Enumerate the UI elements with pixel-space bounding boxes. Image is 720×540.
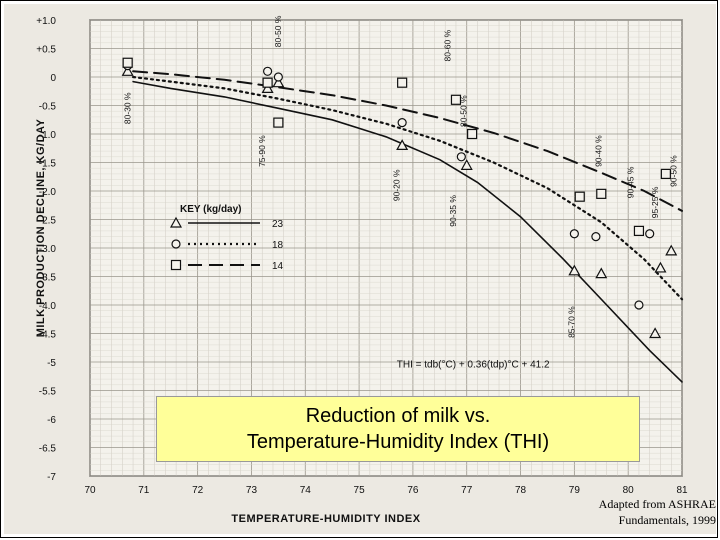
data-point-23 — [396, 139, 409, 150]
humidity-annotation: 90-45 % — [626, 166, 636, 198]
humidity-annotation: 95-25 % — [650, 186, 660, 218]
y-tick-label: -1.0 — [39, 130, 57, 141]
data-point-18 — [634, 300, 644, 310]
humidity-annotation: 90-50 % — [669, 155, 679, 187]
source-line-2: Fundamentals, 1999 — [618, 513, 716, 527]
humidity-annotation: 90-20 % — [392, 169, 402, 201]
y-tick-label: -4.0 — [39, 301, 57, 312]
data-point-14 — [262, 77, 273, 88]
series-line-23 — [132, 80, 683, 383]
data-point-23 — [460, 159, 473, 170]
data-point-23 — [121, 65, 134, 76]
legend-marker-14 — [170, 259, 182, 271]
thi-formula: THI = tdb(°C) + 0.36(tdp)°C + 41.2 — [397, 360, 550, 371]
legend-label: 18 — [272, 240, 284, 251]
caption-line-2: Temperature-Humidity Index (THI) — [246, 431, 550, 453]
x-tick-label: 73 — [246, 485, 258, 496]
y-tick-label: -0.5 — [39, 102, 57, 113]
data-point-14 — [467, 128, 478, 140]
data-point-18 — [645, 229, 655, 239]
caption-line-1: Reduction of milk vs. — [305, 405, 491, 427]
series-line-18 — [132, 75, 684, 301]
humidity-annotation: 80-60 % — [443, 29, 453, 61]
source-line-1: Adapted from ASHRAE — [598, 497, 716, 511]
data-point-14 — [450, 94, 462, 105]
humidity-annotation: 80-30 % — [122, 92, 132, 124]
y-tick-label: -2.0 — [39, 187, 57, 198]
y-tick-label: -6 — [47, 415, 56, 426]
y-tick-label: -4.5 — [39, 330, 57, 341]
data-point-18 — [263, 66, 273, 76]
x-tick-label: 72 — [192, 485, 204, 496]
data-point-18 — [591, 232, 601, 242]
data-point-18 — [569, 229, 579, 239]
y-tick-label: -1.5 — [39, 159, 57, 170]
humidity-annotation: 85-70 % — [566, 306, 576, 338]
data-point-14 — [660, 168, 671, 179]
data-point-23 — [261, 82, 274, 94]
x-tick-label: 76 — [407, 485, 419, 496]
chart-caption-box: Reduction of milk vs. Temperature-Humidi… — [156, 396, 640, 462]
legend-marker-23 — [169, 216, 183, 228]
humidity-annotation: 75-90 % — [257, 135, 267, 167]
x-tick-label: 75 — [354, 485, 366, 496]
humidity-annotation: 80-50 % — [273, 15, 283, 47]
data-point-18 — [456, 152, 466, 162]
legend-title: KEY (kg/day) — [180, 204, 242, 215]
y-tick-label: -3.0 — [39, 244, 57, 255]
x-tick-label: 80 — [623, 485, 635, 496]
y-tick-label: -7 — [47, 472, 56, 483]
legend-marker-18 — [171, 239, 181, 249]
data-point-23 — [568, 264, 581, 276]
x-tick-label: 70 — [84, 485, 96, 496]
y-tick-label: +0.5 — [36, 45, 56, 56]
series-line-14 — [132, 70, 683, 212]
humidity-annotation: 90-35 % — [448, 195, 458, 227]
x-tick-label: 78 — [515, 485, 527, 496]
source-credit: Adapted from ASHRAE Fundamentals, 1999 — [560, 496, 716, 528]
x-tick-label: 77 — [461, 485, 473, 496]
humidity-annotation: 90-40 % — [593, 135, 603, 167]
data-point-23 — [595, 267, 608, 279]
data-point-14 — [574, 191, 585, 202]
y-tick-label: 0 — [50, 73, 56, 84]
legend-label: 23 — [272, 219, 284, 230]
y-tick-label: -6.5 — [39, 444, 57, 455]
y-axis-title: MILK PRODUCTION DECLINE, KG/DAY — [35, 119, 47, 338]
x-tick-label: 81 — [676, 485, 688, 496]
humidity-annotation: 80-50 % — [459, 95, 469, 127]
data-point-23 — [272, 76, 285, 88]
data-point-18 — [273, 72, 283, 82]
legend-label: 14 — [272, 261, 284, 272]
y-tick-label: -2.5 — [39, 216, 57, 227]
data-point-23 — [665, 244, 678, 256]
data-point-23 — [649, 327, 662, 339]
data-point-14 — [633, 225, 645, 236]
data-point-14 — [397, 77, 408, 88]
x-tick-label: 79 — [569, 485, 581, 496]
data-point-14 — [122, 57, 133, 68]
y-tick-label: -3.5 — [39, 273, 57, 284]
y-tick-label: -5.5 — [39, 387, 57, 398]
data-point-14 — [273, 117, 284, 128]
data-point-18 — [397, 117, 407, 128]
x-axis-title: TEMPERATURE-HUMIDITY INDEX — [231, 513, 420, 525]
y-tick-label: -5 — [47, 358, 56, 369]
y-tick-label: +1.0 — [36, 16, 56, 27]
x-tick-label: 71 — [138, 485, 150, 496]
data-point-23 — [654, 261, 667, 273]
data-point-14 — [596, 188, 607, 199]
x-tick-label: 74 — [300, 485, 312, 496]
